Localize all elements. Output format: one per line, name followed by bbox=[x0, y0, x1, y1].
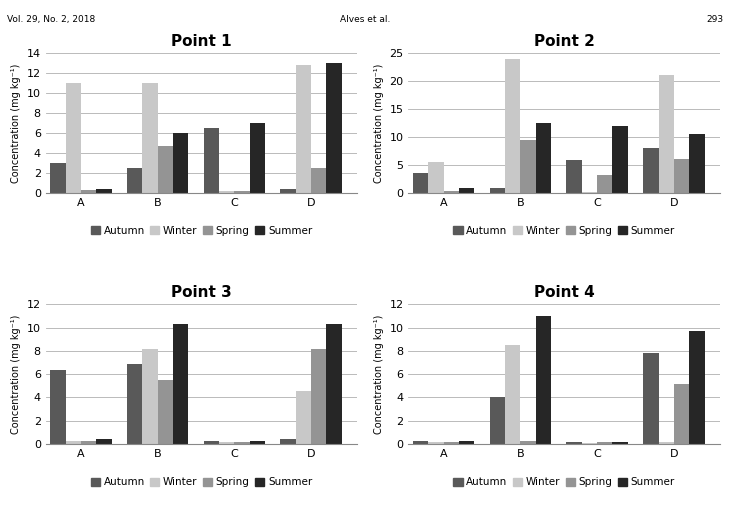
Bar bbox=[296, 390, 311, 444]
Bar bbox=[250, 441, 265, 444]
Bar bbox=[81, 441, 96, 444]
Bar bbox=[143, 349, 158, 444]
Title: Point 4: Point 4 bbox=[534, 286, 594, 300]
Bar bbox=[567, 160, 582, 193]
Bar bbox=[281, 189, 296, 193]
Y-axis label: Concentration (mg kg⁻¹): Concentration (mg kg⁻¹) bbox=[374, 315, 384, 434]
Bar bbox=[659, 75, 674, 193]
Bar bbox=[127, 364, 143, 444]
Bar bbox=[459, 188, 474, 193]
Y-axis label: Concentration (mg kg⁻¹): Concentration (mg kg⁻¹) bbox=[11, 315, 21, 434]
Bar bbox=[520, 139, 536, 193]
Bar bbox=[173, 133, 189, 193]
Bar bbox=[327, 63, 342, 193]
Bar bbox=[311, 168, 327, 193]
Legend: Autumn, Winter, Spring, Summer: Autumn, Winter, Spring, Summer bbox=[449, 221, 679, 240]
Bar bbox=[158, 146, 173, 193]
Bar bbox=[613, 126, 628, 193]
Bar bbox=[689, 134, 705, 193]
Bar bbox=[459, 441, 474, 444]
Legend: Autumn, Winter, Spring, Summer: Autumn, Winter, Spring, Summer bbox=[86, 473, 317, 491]
Bar bbox=[567, 442, 582, 444]
Legend: Autumn, Winter, Spring, Summer: Autumn, Winter, Spring, Summer bbox=[86, 221, 317, 240]
Title: Point 2: Point 2 bbox=[534, 34, 594, 49]
Bar bbox=[235, 442, 250, 444]
Bar bbox=[659, 442, 674, 444]
Bar bbox=[674, 159, 689, 193]
Bar bbox=[219, 442, 235, 444]
Y-axis label: Concentration (mg kg⁻¹): Concentration (mg kg⁻¹) bbox=[374, 63, 384, 183]
Bar bbox=[50, 370, 66, 444]
Text: Vol. 29, No. 2, 2018: Vol. 29, No. 2, 2018 bbox=[7, 15, 96, 24]
Bar bbox=[311, 349, 327, 444]
Text: 293: 293 bbox=[707, 15, 724, 24]
Bar bbox=[235, 191, 250, 193]
Title: Point 3: Point 3 bbox=[171, 286, 232, 300]
Bar bbox=[689, 331, 705, 444]
Bar bbox=[582, 191, 597, 193]
Bar bbox=[413, 441, 428, 444]
Bar bbox=[505, 59, 520, 193]
Bar bbox=[204, 128, 219, 193]
Bar bbox=[643, 353, 659, 444]
Bar bbox=[428, 162, 444, 193]
Bar bbox=[50, 163, 66, 193]
Title: Point 1: Point 1 bbox=[171, 34, 232, 49]
Bar bbox=[490, 398, 505, 444]
Bar bbox=[597, 442, 613, 444]
Bar bbox=[444, 442, 459, 444]
Bar bbox=[582, 443, 597, 444]
Bar bbox=[536, 316, 551, 444]
Bar bbox=[250, 123, 265, 193]
Bar bbox=[520, 441, 536, 444]
Bar bbox=[444, 191, 459, 193]
Bar bbox=[597, 175, 613, 193]
Bar bbox=[96, 439, 112, 444]
Bar bbox=[674, 383, 689, 444]
Bar bbox=[66, 441, 81, 444]
Y-axis label: Concentration (mg kg⁻¹): Concentration (mg kg⁻¹) bbox=[11, 63, 21, 183]
Bar bbox=[143, 83, 158, 193]
Bar bbox=[505, 345, 520, 444]
Bar bbox=[296, 65, 311, 193]
Bar bbox=[66, 83, 81, 193]
Bar bbox=[96, 189, 112, 193]
Bar bbox=[127, 168, 143, 193]
Bar bbox=[613, 442, 628, 444]
Bar bbox=[428, 442, 444, 444]
Bar bbox=[536, 123, 551, 193]
Bar bbox=[643, 148, 659, 193]
Bar bbox=[327, 324, 342, 444]
Bar bbox=[173, 324, 189, 444]
Bar bbox=[490, 188, 505, 193]
Bar bbox=[281, 439, 296, 444]
Text: Alves et al.: Alves et al. bbox=[341, 15, 390, 24]
Bar bbox=[219, 191, 235, 193]
Bar bbox=[413, 173, 428, 193]
Legend: Autumn, Winter, Spring, Summer: Autumn, Winter, Spring, Summer bbox=[449, 473, 679, 491]
Bar bbox=[204, 441, 219, 444]
Bar bbox=[81, 190, 96, 193]
Bar bbox=[158, 380, 173, 444]
